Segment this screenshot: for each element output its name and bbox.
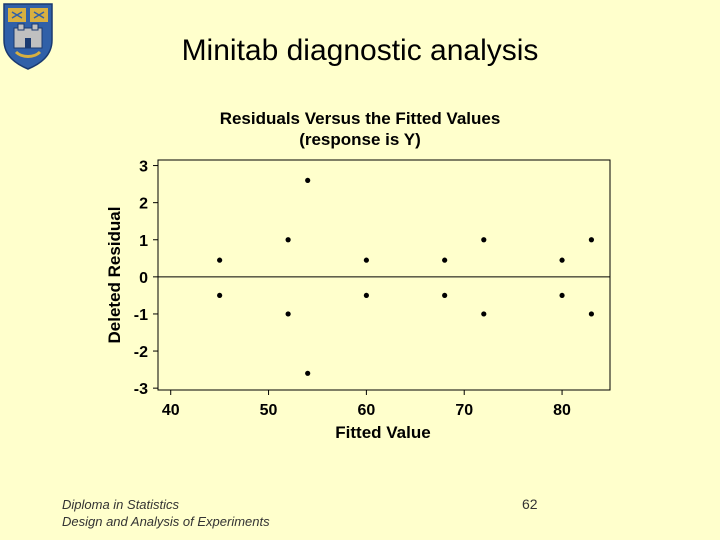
y-tick-label: -2 bbox=[134, 344, 148, 361]
x-tick-label: 40 bbox=[162, 402, 180, 419]
y-axis-label: Deleted Residual bbox=[105, 207, 124, 344]
data-point bbox=[481, 237, 487, 243]
data-point bbox=[559, 257, 565, 263]
y-tick-label: 2 bbox=[139, 196, 148, 213]
data-point bbox=[559, 292, 565, 299]
y-tick-label: 3 bbox=[139, 159, 148, 176]
data-point bbox=[285, 237, 291, 243]
university-crest-icon bbox=[3, 3, 53, 70]
data-point bbox=[285, 311, 291, 317]
data-point bbox=[305, 370, 311, 376]
data-point bbox=[363, 257, 369, 263]
footer: Diploma in Statistics Design and Analysi… bbox=[62, 496, 270, 530]
y-tick-label: 0 bbox=[139, 270, 148, 287]
page-number: 62 bbox=[522, 496, 538, 512]
y-tick-label: -1 bbox=[134, 307, 148, 324]
data-point bbox=[442, 257, 448, 263]
x-tick-label: 80 bbox=[553, 402, 571, 419]
data-point bbox=[588, 237, 595, 243]
data-point bbox=[481, 311, 487, 317]
data-point bbox=[363, 292, 369, 299]
slide-title: Minitab diagnostic analysis bbox=[181, 34, 539, 67]
data-point bbox=[217, 292, 223, 299]
y-tick-label: 1 bbox=[139, 233, 148, 250]
chart-subtitle: (response is Y) bbox=[299, 130, 421, 149]
data-point bbox=[305, 177, 311, 184]
x-tick-label: 60 bbox=[357, 402, 375, 419]
y-tick-label: -3 bbox=[134, 381, 148, 398]
data-point bbox=[442, 292, 448, 299]
plot-frame bbox=[157, 159, 611, 391]
data-point bbox=[588, 311, 595, 317]
footer-module: Design and Analysis of Experiments bbox=[62, 514, 270, 529]
footer-course: Diploma in Statistics bbox=[62, 497, 180, 512]
x-tick-label: 70 bbox=[455, 402, 473, 419]
chart-title: Residuals Versus the Fitted Values bbox=[220, 109, 501, 128]
data-point bbox=[217, 257, 223, 263]
x-tick-label: 50 bbox=[260, 402, 278, 419]
x-axis-label: Fitted Value bbox=[335, 423, 430, 442]
